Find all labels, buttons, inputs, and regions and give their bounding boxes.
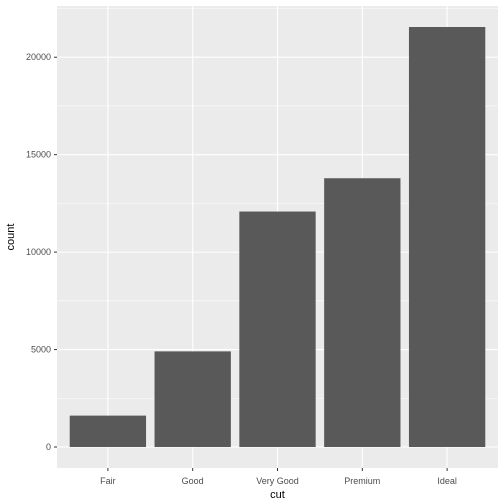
x-axis: Fair Good Very Good Premium Ideal <box>100 468 457 486</box>
x-tick-label: Good <box>182 476 204 486</box>
y-tick-label: 20000 <box>26 52 51 62</box>
y-tick-label: 15000 <box>26 150 51 160</box>
bar-fair <box>69 415 147 447</box>
x-axis-title: cut <box>270 489 285 501</box>
x-tick-label: Ideal <box>437 476 457 486</box>
y-axis-title: count <box>5 224 17 251</box>
y-axis: 0 5000 10000 15000 20000 <box>26 52 57 452</box>
y-tick-label: 0 <box>46 442 51 452</box>
bar-good <box>154 351 231 447</box>
bar-premium <box>324 178 401 447</box>
bar-ideal <box>408 27 486 447</box>
x-tick-label: Fair <box>100 476 116 486</box>
bars <box>69 27 486 447</box>
x-tick-label: Premium <box>344 476 380 486</box>
bar-very-good <box>239 211 316 447</box>
y-tick-label: 10000 <box>26 247 51 257</box>
y-tick-label: 5000 <box>31 345 51 355</box>
x-tick-label: Very Good <box>256 476 299 486</box>
